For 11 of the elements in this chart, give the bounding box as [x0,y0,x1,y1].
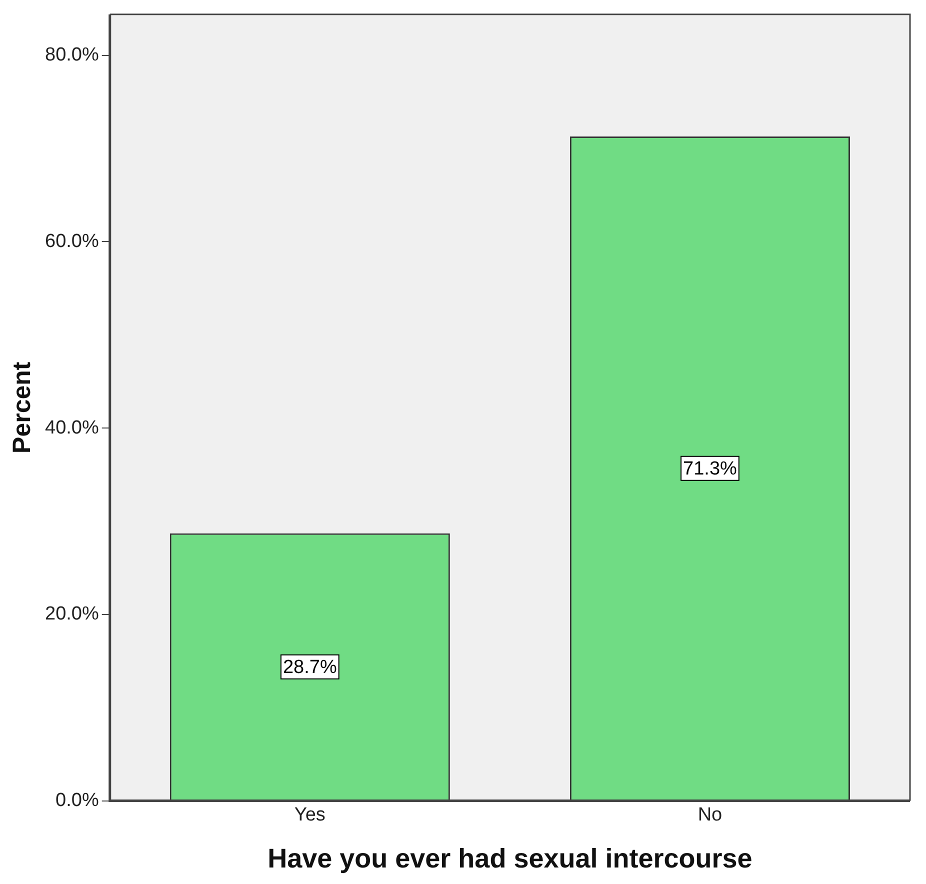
data-label: 71.3% [683,458,738,480]
y-tick-label: 20.0% [45,604,99,625]
x-tick-label: Yes [294,804,326,826]
y-tick-label: 40.0% [45,417,99,438]
y-axis-title: Percent [8,361,36,454]
x-tick-label: No [698,804,722,826]
data-label: 28.7% [282,657,337,678]
y-tick-label: 0.0% [56,790,99,812]
y-tick-label: 60.0% [45,230,99,252]
y-tick-label: 80.0% [45,44,99,66]
x-axis-title: Have you ever had sexual intercourse [268,843,752,874]
